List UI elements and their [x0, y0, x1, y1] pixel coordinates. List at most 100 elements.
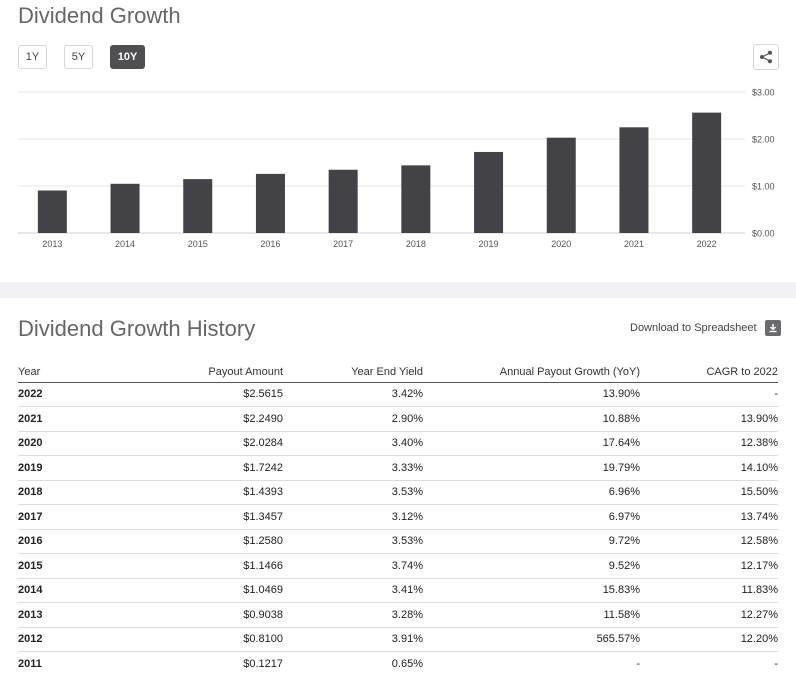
- cell-cagr: 11.83%: [640, 578, 778, 603]
- cell-cagr: 15.50%: [640, 480, 778, 505]
- table-row: 2019 $1.7242 3.33% 19.79% 14.10%: [18, 455, 778, 481]
- cell-year: 2013: [18, 602, 98, 628]
- table-row: 2021 $2.2490 2.90% 10.88% 13.90%: [18, 406, 778, 432]
- x-tick-label: 2022: [697, 239, 717, 249]
- cell-year-end-yield: 3.40%: [283, 431, 423, 456]
- cell-cagr: 12.38%: [640, 431, 778, 456]
- cell-year: 2015: [18, 553, 98, 579]
- x-tick-label: 2017: [333, 239, 353, 249]
- period-10y-button[interactable]: 10Y: [110, 45, 145, 69]
- cell-year-end-yield: 0.65%: [391, 658, 423, 670]
- cell-year: 2012: [18, 627, 98, 652]
- cell-year-end-yield: 3.42%: [283, 382, 423, 407]
- cell-payout-amount: $2.2490: [98, 406, 283, 432]
- period-1y-button[interactable]: 1Y: [18, 45, 47, 69]
- x-tick-label: 2019: [479, 239, 499, 249]
- column-header-annual-payout-growth[interactable]: Annual Payout Growth (YoY): [423, 356, 640, 383]
- cell-year-end-yield: 3.41%: [283, 578, 423, 603]
- x-tick-label: 2013: [42, 239, 62, 249]
- cell-year: 2020: [18, 431, 98, 456]
- cell-annual-payout-growth: 6.97%: [423, 504, 640, 530]
- x-tick-label: 2021: [624, 239, 644, 249]
- cell-year-end-yield: 3.12%: [283, 504, 423, 530]
- dividend-history-table: Year Payout Amount Year End Yield Annual…: [18, 356, 778, 676]
- cell-year: 2018: [18, 480, 98, 505]
- bar-2022[interactable]: [692, 112, 722, 233]
- cell-annual-payout-growth: 9.52%: [423, 553, 640, 579]
- download-spreadsheet-link[interactable]: Download to Spreadsheet: [630, 320, 781, 336]
- dividend-history-section: Dividend Growth History Download to Spre…: [0, 298, 796, 690]
- column-header-cagr[interactable]: CAGR to 2022: [640, 356, 778, 383]
- cell-annual-payout-growth: 17.64%: [423, 431, 640, 456]
- cell-cagr: -: [774, 658, 778, 670]
- cell-payout-amount: $1.7242: [98, 455, 283, 481]
- table-row: 2020 $2.0284 3.40% 17.64% 12.38%: [18, 431, 778, 456]
- cell-annual-payout-growth: 10.88%: [423, 406, 640, 432]
- cell-payout-amount: $1.0469: [98, 578, 283, 603]
- bar-2014[interactable]: [110, 183, 140, 233]
- y-tick-label: $2.00: [752, 135, 775, 145]
- x-tick-label: 2018: [406, 239, 426, 249]
- cell-year: 2017: [18, 504, 98, 530]
- cell-payout-amount: $2.0284: [98, 431, 283, 456]
- bar-2021[interactable]: [619, 127, 649, 233]
- cell-annual-payout-growth: 15.83%: [423, 578, 640, 603]
- column-header-payout-amount[interactable]: Payout Amount: [98, 356, 283, 383]
- y-tick-label: $3.00: [752, 88, 775, 98]
- table-row: 2013 $0.9038 3.28% 11.58% 12.27%: [18, 602, 778, 628]
- bar-2016[interactable]: [255, 173, 285, 233]
- cell-year-end-yield: 3.74%: [283, 553, 423, 579]
- section-divider: [0, 282, 796, 298]
- cell-year-end-yield: 3.91%: [283, 627, 423, 652]
- y-tick-label: $0.00: [752, 229, 775, 239]
- cell-cagr: 14.10%: [640, 455, 778, 481]
- cell-year: 2016: [18, 529, 98, 554]
- cell-cagr: -: [640, 382, 778, 407]
- column-header-year-end-yield[interactable]: Year End Yield: [283, 356, 423, 383]
- cell-payout-amount: $1.2580: [98, 529, 283, 554]
- bar-2015[interactable]: [183, 179, 213, 233]
- cell-annual-payout-growth: 565.57%: [423, 627, 640, 652]
- cell-payout-amount: $1.3457: [98, 504, 283, 530]
- bar-2017[interactable]: [328, 169, 358, 233]
- table-row: 2014 $1.0469 3.41% 15.83% 11.83%: [18, 578, 778, 603]
- bar-2018[interactable]: [401, 165, 431, 233]
- download-icon: [764, 320, 781, 336]
- table-row: 2018 $1.4393 3.53% 6.96% 15.50%: [18, 480, 778, 505]
- cell-annual-payout-growth: -: [636, 658, 640, 670]
- cell-year: 2019: [18, 455, 98, 481]
- cell-cagr: 12.17%: [640, 553, 778, 579]
- cell-annual-payout-growth: 13.90%: [423, 382, 640, 407]
- cell-payout-amount: $2.5615: [98, 382, 283, 407]
- period-5y-button[interactable]: 5Y: [64, 45, 93, 69]
- cell-cagr: 13.74%: [640, 504, 778, 530]
- bar-2020[interactable]: [546, 137, 576, 233]
- x-tick-label: 2016: [260, 239, 280, 249]
- table-row: 2022 $2.5615 3.42% 13.90% -: [18, 382, 778, 407]
- column-header-year[interactable]: Year: [18, 356, 98, 383]
- cell-payout-amount: $0.9038: [98, 602, 283, 628]
- table-row: 2012 $0.8100 3.91% 565.57% 12.20%: [18, 627, 778, 652]
- chart-title: Dividend Growth: [18, 3, 181, 28]
- dividend-growth-section: Dividend Growth 1Y 5Y 10Y $0.00 $1.00 $2.0…: [0, 0, 796, 282]
- cell-cagr: 12.20%: [640, 627, 778, 652]
- table-row: 2017 $1.3457 3.12% 6.97% 13.74%: [18, 504, 778, 530]
- table-body: 2022 $2.5615 3.42% 13.90% -2021 $2.2490 2.90% 1…: [18, 382, 778, 676]
- x-tick-label: 2020: [551, 239, 571, 249]
- download-label: Download to Spreadsheet: [630, 322, 757, 334]
- cell-year-end-yield: 2.90%: [283, 406, 423, 432]
- cell-year: 2014: [18, 578, 98, 603]
- cell-annual-payout-growth: 19.79%: [423, 455, 640, 481]
- cell-annual-payout-growth: 9.72%: [423, 529, 640, 554]
- bar-2019[interactable]: [474, 151, 504, 233]
- cell-cagr: 12.58%: [640, 529, 778, 554]
- history-title: Dividend Growth History: [18, 316, 256, 341]
- table-header-row: Year Payout Amount Year End Yield Annual…: [18, 356, 778, 383]
- share-button[interactable]: [753, 44, 779, 70]
- cell-year-end-yield: 3.33%: [283, 455, 423, 481]
- x-tick-label: 2015: [188, 239, 208, 249]
- cell-year: 2011: [18, 658, 42, 670]
- bar-2013[interactable]: [37, 190, 67, 233]
- dividend-bar-chart: $0.00 $1.00 $2.00 $3.00 2013 2014 2015 2016 2017…: [18, 88, 775, 249]
- table-row: 2015 $1.1466 3.74% 9.52% 12.17%: [18, 553, 778, 579]
